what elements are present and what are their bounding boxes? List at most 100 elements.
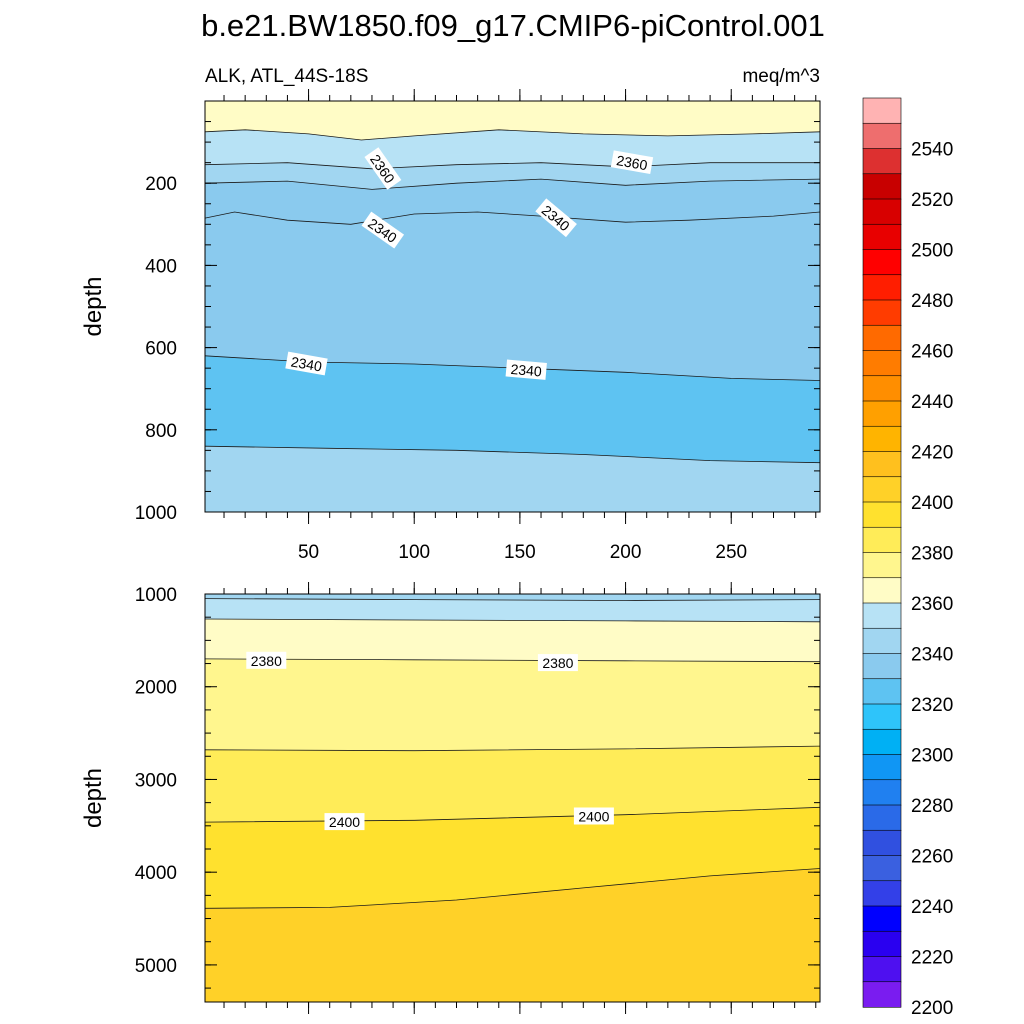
- contour-label-box: [246, 651, 287, 669]
- colorbar-swatch: [862, 728, 902, 756]
- y-tick-label: 600: [145, 339, 177, 360]
- colorbar-swatch: [862, 981, 902, 1008]
- colorbar-swatch: [862, 324, 902, 352]
- colorbar-swatch: [862, 855, 902, 882]
- colorbar-swatch: [862, 299, 902, 326]
- contour-label-text: 2340: [290, 353, 324, 374]
- colorbar-tick-label: 2220: [911, 948, 953, 969]
- contour-line: [205, 211, 820, 225]
- contour-line: [205, 806, 820, 823]
- contour-band: [205, 619, 820, 662]
- contour-line: [205, 445, 820, 464]
- colorbar-swatch: [862, 703, 902, 730]
- x-tick-label: 250: [715, 542, 747, 563]
- contour-label: 2380: [246, 651, 287, 669]
- y-tick-label: 1000: [135, 503, 177, 524]
- contour-band: [205, 594, 820, 601]
- y-tick-label: 5000: [135, 956, 177, 977]
- colorbar-swatch: [862, 451, 902, 478]
- colorbar-swatch: [862, 956, 902, 983]
- figure-title: b.e21.BW1850.f09_g17.CMIP6-piControl.001: [201, 8, 825, 43]
- contour-label-box: [537, 654, 578, 672]
- colorbar-tick-label: 2240: [911, 897, 953, 918]
- upper-contour-fills: [205, 101, 820, 512]
- colorbar-tick-label: 2300: [911, 746, 953, 767]
- colorbar-swatch: [862, 653, 902, 680]
- y-axis-label: depth: [80, 768, 107, 828]
- colorbar-tick-label: 2320: [911, 695, 953, 716]
- contour-label-text: 2400: [329, 814, 360, 830]
- colorbar-swatch: [862, 627, 902, 655]
- contour-label: 2400: [324, 813, 365, 831]
- colorbar-swatch: [862, 526, 902, 554]
- contour-label: 2380: [537, 654, 578, 672]
- contour-label: 2340: [505, 359, 547, 380]
- contour-band: [205, 212, 820, 381]
- colorbar-swatch: [862, 400, 902, 427]
- contour-label-text: 2340: [510, 361, 543, 380]
- colorbar-swatch: [862, 274, 902, 301]
- contour-label-box: [535, 198, 577, 238]
- colorbar-swatch: [862, 350, 902, 377]
- colorbar-swatch: [862, 501, 902, 528]
- x-tick-label: 200: [610, 542, 642, 563]
- colorbar-swatch: [862, 425, 902, 453]
- contour-band: [205, 807, 820, 909]
- colorbar-tick-label: 2280: [911, 796, 953, 817]
- colorbar-swatch: [862, 602, 902, 629]
- colorbar-tick-label: 2340: [911, 645, 953, 666]
- colorbar-swatch: [862, 476, 902, 503]
- contour-band: [205, 179, 820, 225]
- contour-label-box: [610, 150, 654, 175]
- y-tick-label: 1000: [135, 585, 177, 606]
- colorbar-swatch: [862, 552, 902, 579]
- contour-label-box: [324, 813, 365, 831]
- panel-subtitle-left: ALK, ATL_44S-18S: [205, 66, 368, 87]
- contour-band: [205, 868, 820, 1002]
- y-tick-label: 200: [145, 174, 177, 195]
- contour-label-text: 2380: [542, 655, 573, 671]
- contour-label-box: [505, 359, 547, 380]
- contour-band: [205, 129, 820, 169]
- lower-contour-lines: [205, 598, 820, 909]
- colorbar-swatch: [862, 198, 902, 225]
- contour-band: [205, 746, 820, 823]
- colorbar-tick-label: 2360: [911, 594, 953, 615]
- contour-label-box: [573, 807, 614, 825]
- colorbar-swatch: [862, 122, 902, 150]
- colorbar-swatch: [862, 223, 902, 251]
- lower-plot-frame: [204, 593, 821, 1003]
- contour-label: 2400: [573, 807, 614, 825]
- colorbar-tick-label: 2440: [911, 392, 953, 413]
- upper-contour-lines: [205, 129, 820, 464]
- colorbar-swatch: [862, 249, 902, 276]
- colorbar-swatch: [862, 779, 902, 806]
- colorbar-swatch: [862, 754, 902, 781]
- y-tick-label: 3000: [135, 770, 177, 791]
- y-tick-label: 800: [145, 421, 177, 442]
- colorbar-swatch: [862, 930, 902, 958]
- y-tick-label: 4000: [135, 863, 177, 884]
- x-tick-label: 100: [398, 542, 430, 563]
- contour-line: [205, 598, 820, 601]
- colorbar-swatch: [862, 97, 902, 124]
- colorbar-tick-label: 2400: [911, 493, 953, 514]
- contour-line: [205, 658, 820, 663]
- contour-line: [205, 745, 820, 752]
- colorbar-tick-label: 2420: [911, 443, 953, 464]
- contour-label: 2340: [285, 351, 328, 376]
- contour-line: [205, 162, 820, 170]
- colorbar-tick-label: 2500: [911, 241, 953, 262]
- lower-contour-fills: [205, 594, 820, 1002]
- colorbar-swatch: [862, 375, 902, 402]
- colorbar-tick-label: 2260: [911, 847, 953, 868]
- colorbar-tick-label: 2460: [911, 342, 953, 363]
- x-tick-label: 150: [504, 542, 536, 563]
- colorbar-tick-label: 2520: [911, 190, 953, 211]
- contour-line: [205, 618, 820, 623]
- y-tick-label: 2000: [135, 678, 177, 699]
- contour-label-box: [285, 351, 328, 376]
- contour-label-text: 2380: [251, 653, 282, 669]
- colorbar-swatch: [862, 173, 902, 200]
